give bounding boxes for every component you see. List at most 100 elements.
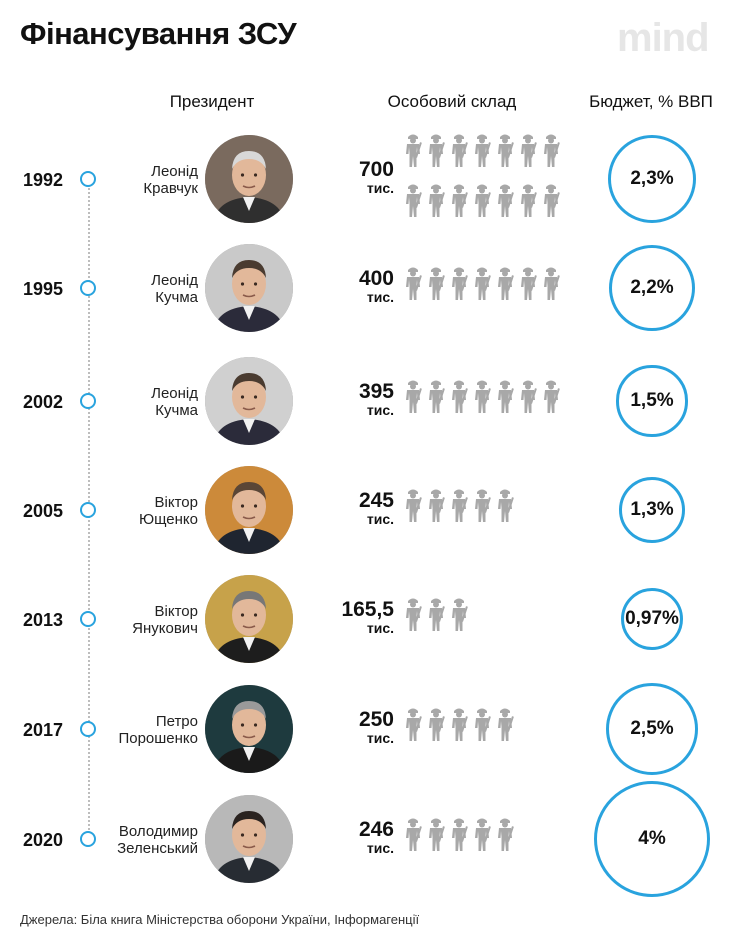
personnel-count: 250 тис. bbox=[330, 708, 394, 747]
soldier-icon bbox=[404, 707, 422, 741]
president-first-name: Віктор bbox=[154, 494, 198, 511]
soldier-icon bbox=[404, 133, 422, 167]
soldier-icon bbox=[427, 817, 445, 851]
soldier-icon bbox=[473, 488, 491, 522]
president-name: Леонід Кучма bbox=[110, 272, 198, 306]
soldier-icon bbox=[404, 488, 422, 522]
president-photo bbox=[205, 466, 293, 554]
soldier-icon bbox=[496, 707, 514, 741]
personnel-value: 246 bbox=[358, 818, 394, 841]
soldier-icon bbox=[542, 266, 560, 300]
president-last-name: Кучма bbox=[155, 289, 198, 306]
timeline-dot-icon bbox=[80, 721, 96, 737]
personnel-unit: тис. bbox=[366, 180, 394, 196]
soldier-icon bbox=[450, 707, 468, 741]
soldier-icon bbox=[473, 817, 491, 851]
president-name: Леонід Кравчук bbox=[110, 163, 198, 197]
president-last-name: Ющенко bbox=[138, 511, 198, 528]
personnel-count: 246 тис. bbox=[330, 818, 394, 857]
soldier-icon bbox=[519, 183, 537, 217]
soldier-icon bbox=[519, 266, 537, 300]
table-row: 2017 Петро Порошенко 250 тис. 2,5% bbox=[0, 675, 750, 785]
president-first-name: Володимир bbox=[118, 823, 198, 840]
table-row: 2005 Віктор Ющенко 245 тис. 1,3% bbox=[0, 456, 750, 566]
timeline-dot-icon bbox=[80, 393, 96, 409]
personnel-unit: тис. bbox=[366, 730, 394, 746]
soldier-icon bbox=[450, 488, 468, 522]
president-photo bbox=[205, 685, 293, 773]
budget-circle bbox=[608, 135, 696, 223]
table-row: 1995 Леонід Кучма 400 тис. 2,2% bbox=[0, 234, 750, 344]
budget-value: 2,2% bbox=[630, 277, 674, 298]
budget-value: 0,97% bbox=[625, 608, 679, 629]
soldier-icon bbox=[404, 597, 422, 631]
soldier-icon bbox=[450, 597, 468, 631]
soldier-icon bbox=[427, 597, 445, 631]
budget-circle bbox=[621, 588, 683, 650]
president-last-name: Кучма bbox=[155, 402, 198, 419]
soldier-icon bbox=[542, 133, 560, 167]
row-year: 2020 bbox=[22, 830, 64, 850]
president-first-name: Леонід bbox=[151, 163, 198, 180]
budget-circle bbox=[606, 683, 698, 775]
soldier-icon bbox=[496, 183, 514, 217]
row-year: 2002 bbox=[22, 392, 64, 412]
soldier-icon bbox=[450, 133, 468, 167]
soldier-icon bbox=[473, 707, 491, 741]
president-name: Леонід Кучма bbox=[110, 385, 198, 419]
soldier-icon bbox=[427, 183, 445, 217]
soldier-icon bbox=[404, 817, 422, 851]
timeline-dot-icon bbox=[80, 611, 96, 627]
table-row: 2002 Леонід Кучма 395 тис. 1,5% bbox=[0, 347, 750, 457]
president-first-name: Леонід bbox=[151, 385, 198, 402]
soldier-icon bbox=[496, 379, 514, 413]
budget-circle bbox=[608, 244, 695, 331]
president-photo bbox=[205, 357, 293, 445]
president-first-name: Віктор bbox=[154, 603, 198, 620]
president-first-name: Леонід bbox=[151, 272, 198, 289]
budget-circle bbox=[594, 781, 710, 897]
soldier-icon bbox=[473, 133, 491, 167]
soldier-icon bbox=[450, 379, 468, 413]
personnel-count: 400 тис. bbox=[330, 268, 394, 306]
budget-value: 2,5% bbox=[630, 718, 674, 739]
brand-logo: mind bbox=[617, 16, 710, 60]
timeline-dot-icon bbox=[80, 502, 96, 518]
personnel-count: 165,5 тис. bbox=[330, 598, 394, 637]
soldier-icon bbox=[473, 266, 491, 300]
row-year: 2005 bbox=[22, 501, 64, 521]
personnel-unit: тис. bbox=[366, 402, 394, 418]
personnel-value: 700 bbox=[358, 158, 394, 181]
soldier-icon bbox=[473, 379, 491, 413]
soldier-icon bbox=[519, 133, 537, 167]
soldier-icon bbox=[519, 379, 537, 413]
row-year: 1995 bbox=[22, 279, 64, 299]
president-name: Петро Порошенко bbox=[110, 713, 198, 747]
source-note: Джерела: Біла книга Міністерства оборони… bbox=[20, 912, 420, 927]
row-year: 2017 bbox=[22, 720, 64, 740]
soldier-icon bbox=[450, 266, 468, 300]
budget-value: 4% bbox=[638, 828, 666, 849]
president-name: Віктор Янукович bbox=[110, 603, 198, 637]
soldier-icon bbox=[473, 183, 491, 217]
soldier-icon bbox=[450, 817, 468, 851]
soldier-icon bbox=[404, 183, 422, 217]
president-photo bbox=[205, 575, 293, 663]
budget-value: 2,3% bbox=[630, 168, 674, 189]
soldier-icon bbox=[496, 488, 514, 522]
soldier-icon bbox=[427, 133, 445, 167]
table-row: 2020 Володимир Зеленський 246 тис. 4% bbox=[0, 781, 750, 897]
table-row: 1992 Леонід Кравчук 700 тис. 2,3% bbox=[0, 125, 750, 235]
president-photo bbox=[205, 795, 293, 883]
personnel-value: 395 bbox=[358, 380, 394, 403]
soldier-icon bbox=[427, 707, 445, 741]
personnel-value: 165,5 bbox=[341, 598, 394, 621]
soldier-icon bbox=[496, 133, 514, 167]
personnel-unit: тис. bbox=[366, 840, 394, 856]
president-last-name: Кравчук bbox=[143, 180, 198, 197]
president-last-name: Порошенко bbox=[118, 730, 198, 747]
president-photo bbox=[205, 244, 293, 332]
soldier-icon bbox=[404, 379, 422, 413]
personnel-value: 250 bbox=[358, 708, 394, 731]
budget-circle bbox=[618, 476, 686, 544]
